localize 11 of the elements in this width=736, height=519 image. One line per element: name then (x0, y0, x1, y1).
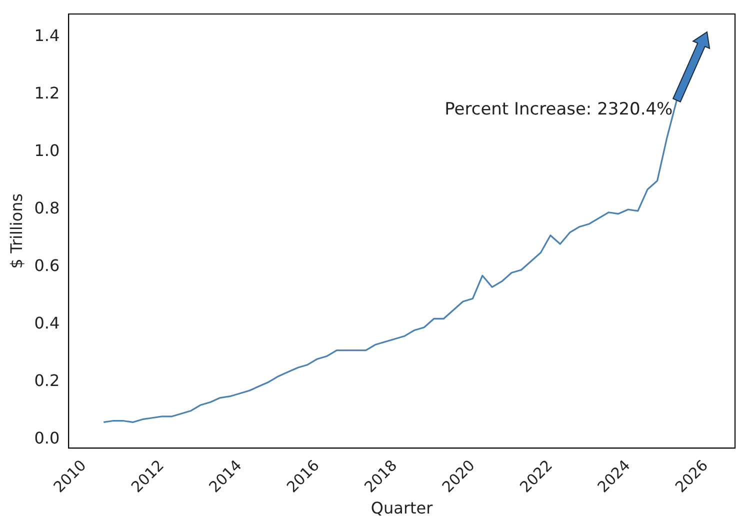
y-tick-label: 1.4 (34, 26, 60, 46)
y-tick-label: 0.2 (34, 371, 60, 390)
y-tick-label: 1.0 (34, 141, 60, 160)
y-axis-title: $ Trillions (6, 193, 26, 269)
y-tick-label: 0.6 (34, 256, 60, 276)
y-tick-label: 1.2 (34, 84, 60, 103)
x-axis-title: Quarter (370, 498, 434, 518)
annotation: Percent Increase: 2320.4% (444, 100, 673, 120)
y-tick-label: 0.4 (34, 314, 60, 333)
y-tick-label: 0.0 (34, 428, 60, 448)
y-tick-label: 0.8 (34, 198, 60, 218)
